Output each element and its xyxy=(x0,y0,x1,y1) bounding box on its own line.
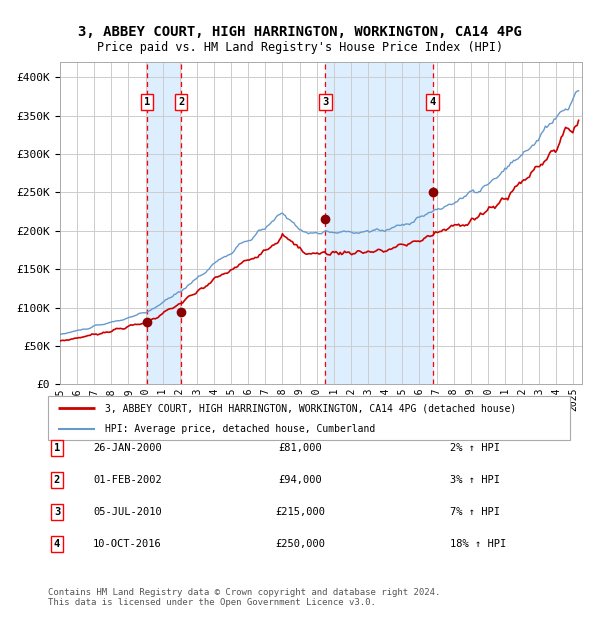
Bar xyxy=(147,62,181,384)
Text: 01-FEB-2002: 01-FEB-2002 xyxy=(93,475,162,485)
Text: £94,000: £94,000 xyxy=(278,475,322,485)
FancyBboxPatch shape xyxy=(48,396,570,440)
Text: 2: 2 xyxy=(54,475,60,485)
Text: 1: 1 xyxy=(143,97,150,107)
Text: 2% ↑ HPI: 2% ↑ HPI xyxy=(450,443,500,453)
Text: £81,000: £81,000 xyxy=(278,443,322,453)
Bar xyxy=(325,62,433,384)
Text: 10-OCT-2016: 10-OCT-2016 xyxy=(93,539,162,549)
Text: 3% ↑ HPI: 3% ↑ HPI xyxy=(450,475,500,485)
Text: 4: 4 xyxy=(430,97,436,107)
Text: £250,000: £250,000 xyxy=(275,539,325,549)
Text: 4: 4 xyxy=(54,539,60,549)
Text: 2: 2 xyxy=(178,97,184,107)
Text: 3: 3 xyxy=(54,507,60,517)
Text: Price paid vs. HM Land Registry's House Price Index (HPI): Price paid vs. HM Land Registry's House … xyxy=(97,41,503,54)
Text: £215,000: £215,000 xyxy=(275,507,325,517)
Text: 3, ABBEY COURT, HIGH HARRINGTON, WORKINGTON, CA14 4PG: 3, ABBEY COURT, HIGH HARRINGTON, WORKING… xyxy=(78,25,522,39)
Text: 05-JUL-2010: 05-JUL-2010 xyxy=(93,507,162,517)
Text: 3, ABBEY COURT, HIGH HARRINGTON, WORKINGTON, CA14 4PG (detached house): 3, ABBEY COURT, HIGH HARRINGTON, WORKING… xyxy=(106,403,517,413)
Text: 7% ↑ HPI: 7% ↑ HPI xyxy=(450,507,500,517)
Text: Contains HM Land Registry data © Crown copyright and database right 2024.
This d: Contains HM Land Registry data © Crown c… xyxy=(48,588,440,607)
Text: 26-JAN-2000: 26-JAN-2000 xyxy=(93,443,162,453)
Text: 18% ↑ HPI: 18% ↑ HPI xyxy=(450,539,506,549)
Text: 1: 1 xyxy=(54,443,60,453)
Text: 3: 3 xyxy=(322,97,329,107)
Text: HPI: Average price, detached house, Cumberland: HPI: Average price, detached house, Cumb… xyxy=(106,424,376,434)
